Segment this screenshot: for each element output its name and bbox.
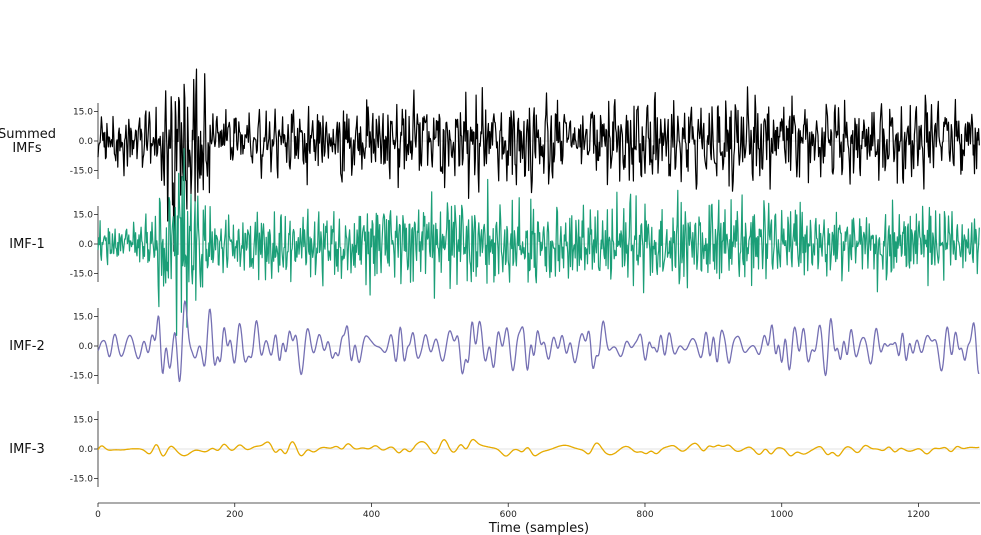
x-tick-label: 1000 [770, 510, 793, 520]
y-tick-label: 0.0 [79, 240, 94, 250]
panel-2: 15.0 0.0 -15.0 IMF-1 [9, 148, 980, 336]
series-line [97, 68, 980, 252]
x-axis: 0 200 400 600 800 1000 1200 [95, 502, 980, 520]
series-label: IMF-3 [9, 442, 45, 457]
x-tick-label: 0 [95, 510, 101, 520]
series-label: Summed IMFs [0, 127, 56, 156]
panel-1: 15.0 0.0 -15.0 Summed IMFs [0, 68, 980, 252]
y-tick-label: -15.0 [70, 372, 94, 382]
y-tick-label: 15.0 [73, 313, 93, 323]
y-tick-label: 15.0 [73, 211, 93, 221]
y-tick-label: -15.0 [70, 167, 94, 177]
y-tick-label: -15.0 [70, 270, 94, 280]
x-tick-label: 600 [500, 510, 517, 520]
series-line [97, 300, 980, 383]
x-tick-label: 800 [636, 510, 653, 520]
series-label: IMF-2 [9, 339, 45, 354]
y-tick-label: 0.0 [79, 342, 94, 352]
y-tick-label: 0.0 [79, 445, 94, 455]
y-tick-label: 0.0 [79, 137, 94, 147]
series-line [97, 148, 980, 336]
y-tick-label: 15.0 [73, 108, 93, 118]
x-tick-label: 1200 [907, 510, 930, 520]
panel-3: 15.0 0.0 -15.0 IMF-2 [9, 300, 980, 384]
y-tick-label: -15.0 [70, 475, 94, 485]
panel-4: 15.0 0.0 -15.0 IMF-3 [9, 411, 980, 487]
x-axis-label: Time (samples) [488, 521, 589, 535]
series-label: IMF-1 [9, 237, 45, 252]
x-tick-label: 400 [363, 510, 380, 520]
x-tick-label: 200 [226, 510, 243, 520]
y-tick-label: 15.0 [73, 416, 93, 426]
series-line [97, 438, 980, 457]
